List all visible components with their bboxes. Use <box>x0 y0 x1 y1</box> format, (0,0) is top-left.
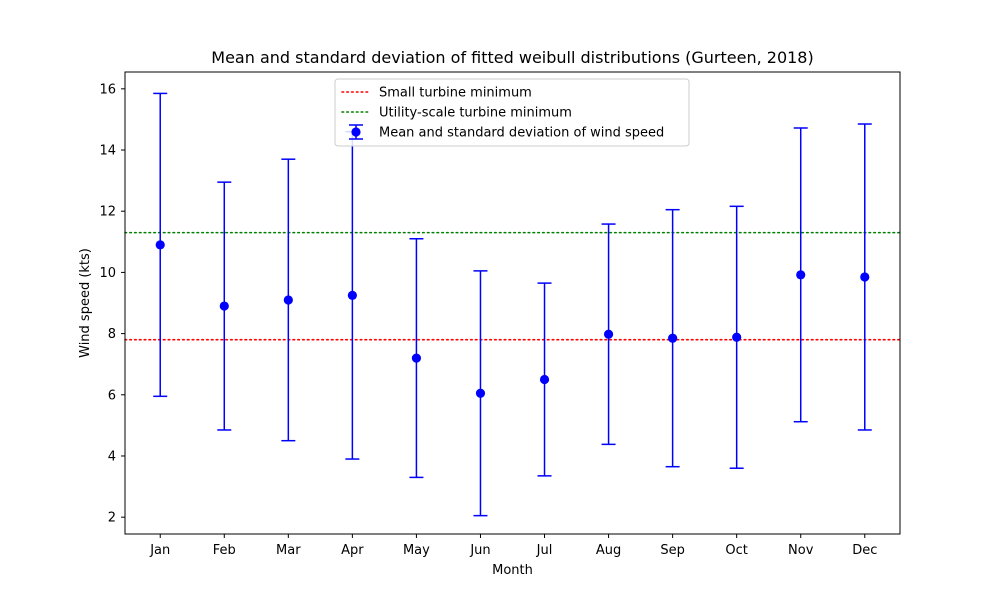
error-bar-may <box>409 237 424 479</box>
x-tick-label: Dec <box>852 543 877 558</box>
x-tick-label: Sep <box>660 543 685 558</box>
mean-point <box>219 301 229 311</box>
legend-swatch-marker <box>351 127 361 137</box>
x-tick-label: May <box>403 543 430 558</box>
x-tick-label: Feb <box>213 543 236 558</box>
error-bar-mar <box>281 158 296 442</box>
x-tick-label: Aug <box>596 543 621 558</box>
x-axis-label: Month <box>492 563 533 578</box>
error-bar-jun <box>473 270 488 517</box>
chart-title: Mean and standard deviation of fitted we… <box>211 48 813 67</box>
x-tick-label: Jan <box>149 543 170 558</box>
error-bar-oct <box>729 205 744 469</box>
mean-point <box>347 290 357 300</box>
y-tick-label: 6 <box>108 388 116 403</box>
mean-point <box>603 329 614 339</box>
y-tick-label: 12 <box>99 205 116 220</box>
x-tick-label: Apr <box>341 543 364 558</box>
x-tick-label: Oct <box>725 543 747 558</box>
mean-point <box>411 353 422 363</box>
error-bar-feb <box>217 181 232 431</box>
y-tick-label: 10 <box>99 266 116 281</box>
legend-label: Mean and standard deviation of wind spee… <box>379 126 664 141</box>
mean-point <box>860 272 870 282</box>
error-bar-jan <box>153 92 168 398</box>
mean-point <box>539 374 550 385</box>
legend-label: Utility-scale turbine minimum <box>379 106 572 121</box>
y-tick-label: 14 <box>99 144 116 159</box>
error-bar-apr <box>345 130 360 460</box>
error-bar-nov <box>793 127 808 423</box>
plot-frame <box>124 71 901 535</box>
error-bar-sep <box>665 208 680 468</box>
y-axis-label: Wind speed (kts) <box>78 248 93 358</box>
legend: Small turbine minimum Utility-scale turbi… <box>334 78 690 147</box>
mean-point <box>732 332 742 342</box>
error-bar-jul <box>537 282 552 477</box>
y-tick-label: 8 <box>108 327 116 342</box>
error-bar-dec <box>857 123 872 431</box>
mean-point <box>796 270 806 280</box>
x-tick-label: Jul <box>536 543 553 558</box>
x-tick-label: Jun <box>469 543 490 558</box>
mean-point <box>155 240 165 250</box>
plot-area: 2 4 6 8 10 12 14 16 Jan Feb Mar Apr May Jun Jul Aug Sep O… <box>99 71 901 558</box>
x-tick-label: Nov <box>788 543 814 558</box>
x-tick-label: Mar <box>276 543 301 558</box>
legend-label: Small turbine minimum <box>379 86 532 101</box>
y-tick-label: 16 <box>99 82 116 97</box>
y-tick-label: 4 <box>108 449 116 464</box>
mean-point <box>668 333 678 343</box>
y-tick-label: 2 <box>108 511 116 526</box>
mean-point <box>283 295 293 305</box>
error-bar-aug <box>601 223 616 446</box>
mean-point <box>475 388 486 398</box>
legend-box <box>334 78 690 147</box>
